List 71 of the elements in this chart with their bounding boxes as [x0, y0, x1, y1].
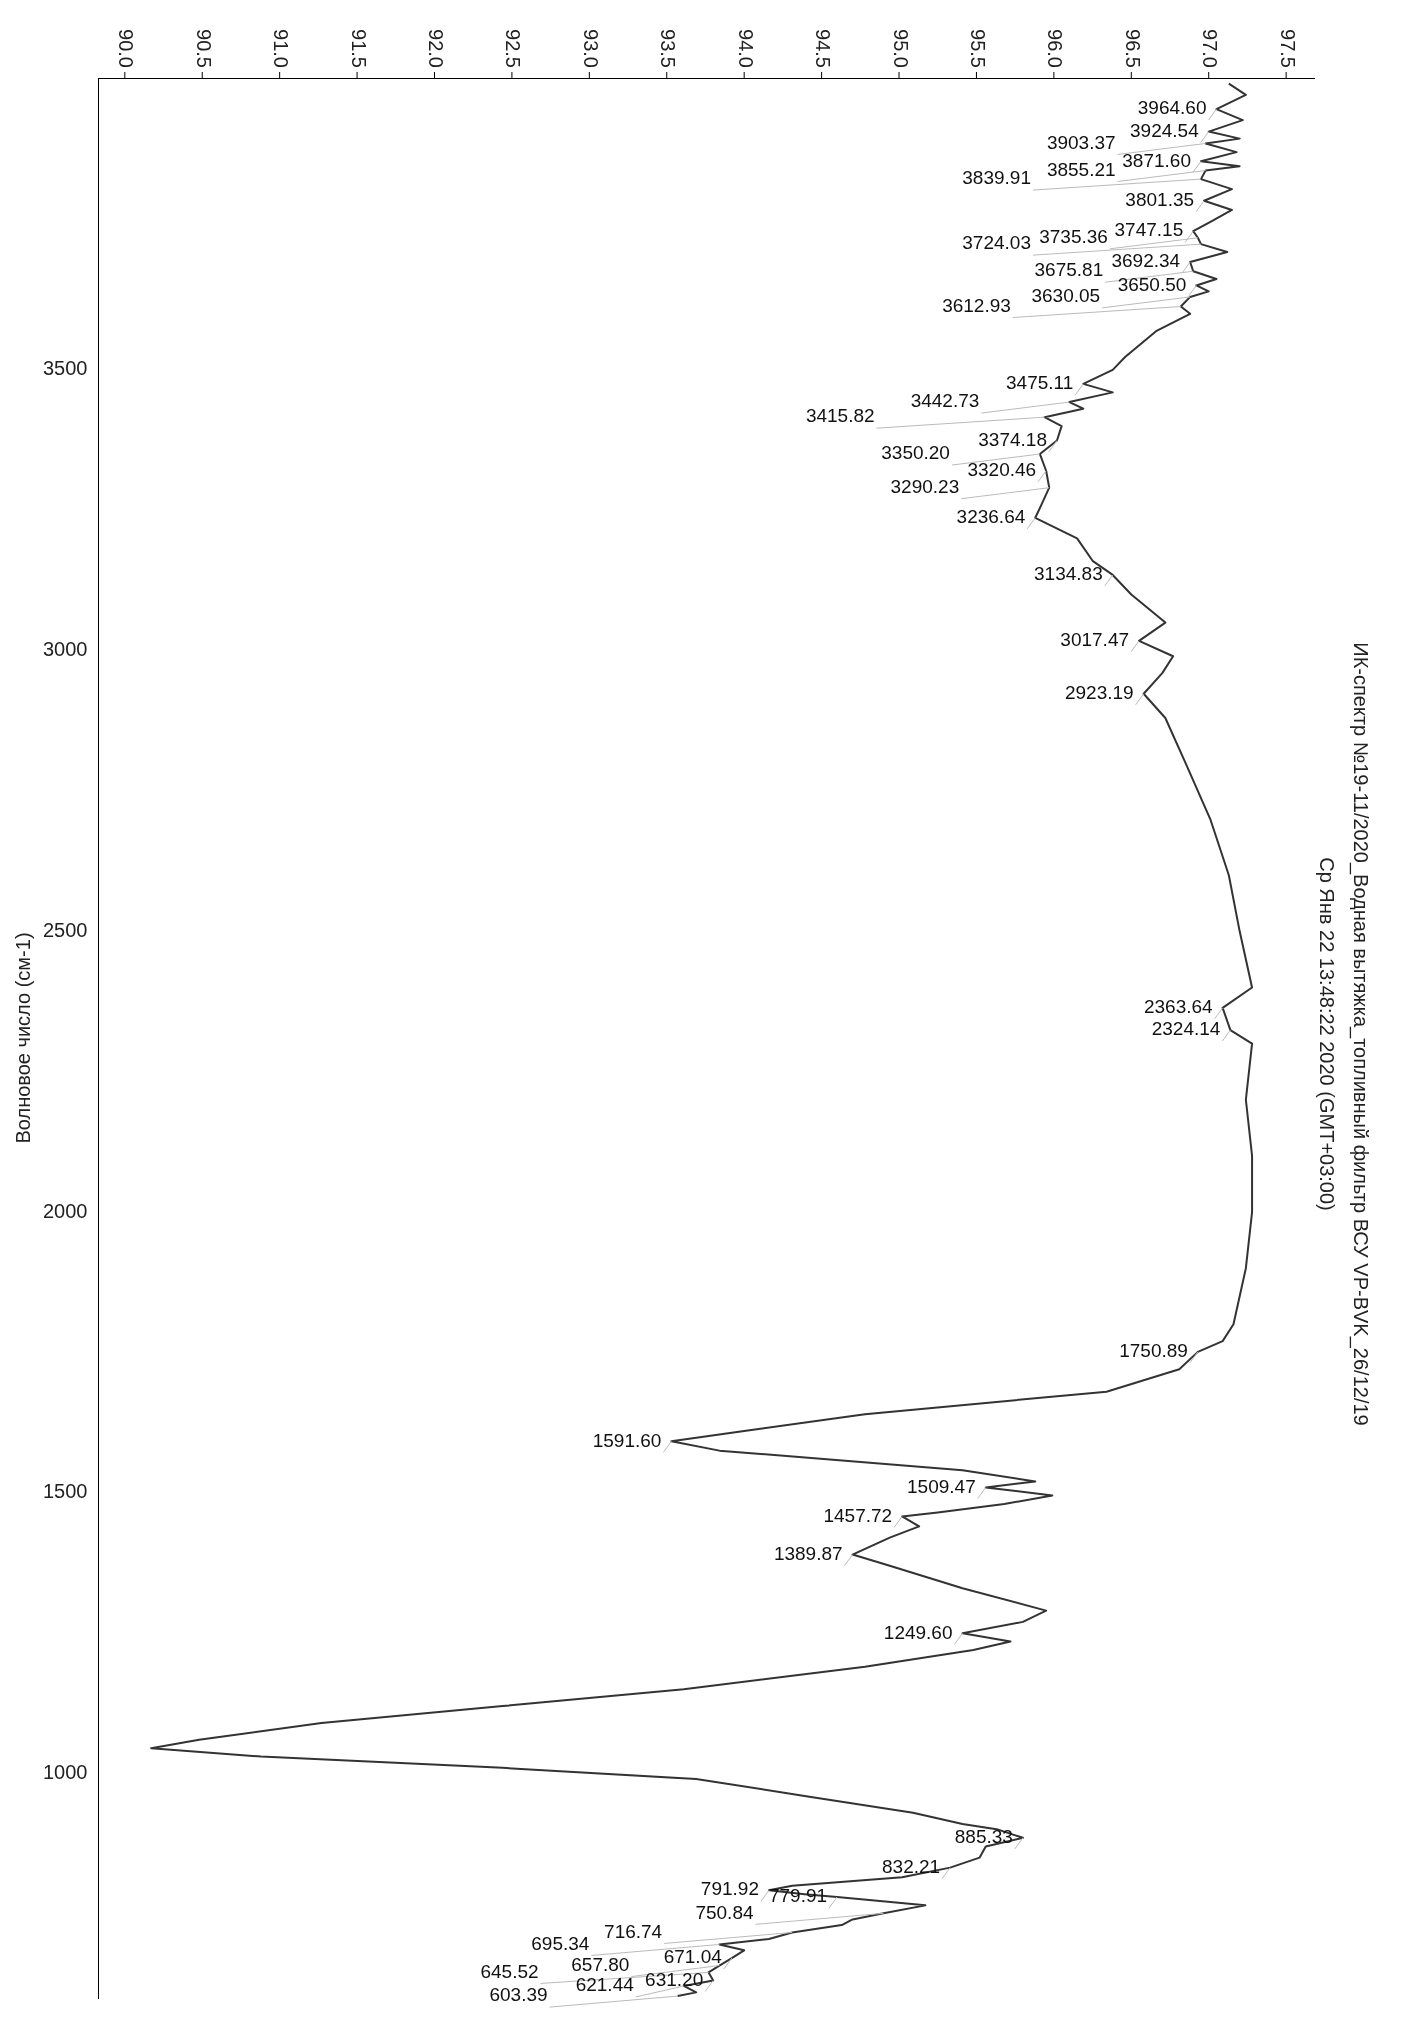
annotation: 716.74	[604, 1920, 663, 1942]
annotation: 3855.21	[1046, 158, 1116, 180]
annotation: 645.52	[480, 1960, 539, 1982]
annotation: 1457.72	[823, 1504, 893, 1526]
annotation: 3735.36	[1039, 226, 1108, 248]
annotation: 3871.60	[1122, 149, 1191, 171]
y-axis-title: Волновое число (см-1)	[11, 932, 34, 1144]
annotation: 671.04	[663, 1946, 723, 1968]
annotation: 1249.60	[883, 1621, 953, 1643]
annotation: 603.39	[489, 1984, 548, 2006]
annotation: 3630.05	[1031, 285, 1101, 307]
annotation: 3801.35	[1125, 188, 1195, 210]
x-tick-label: 90.5	[192, 29, 215, 68]
annotation: 3747.15	[1114, 219, 1184, 241]
y-tick-label: 2500	[42, 918, 88, 941]
annotation: 3374.18	[978, 428, 1047, 450]
annotation: 3612.93	[942, 294, 1011, 316]
x-tick-label: 93.5	[657, 29, 680, 68]
annotation: 3017.47	[1060, 629, 1130, 651]
text: ИК-спектр №19-11/2020_Водная вытяжка_топливный фильтр ВСУ VP-BVK_26/12/19	[1349, 642, 1373, 1426]
annotation: 3415.82	[805, 405, 875, 427]
annotation: 3964.60	[1137, 97, 1207, 119]
y-tick-label: 3000	[42, 638, 88, 661]
annotation: 695.34	[531, 1932, 590, 1954]
annotation: 657.80	[571, 1953, 630, 1975]
annotation: 631.20	[645, 1968, 704, 1990]
x-tick-label: 91.0	[270, 29, 293, 68]
annotation: 2923.19	[1064, 681, 1134, 703]
annotation: 2363.64	[1143, 996, 1214, 1018]
x-tick-label: 94.0	[734, 29, 757, 68]
annotation: 885.33	[954, 1826, 1013, 1848]
x-tick-label: 96.0	[1044, 29, 1067, 68]
annotation: 3350.20	[881, 442, 950, 464]
annotation: 3724.03	[962, 232, 1031, 254]
x-tick-label: 92.0	[424, 29, 447, 68]
y-tick-label: 1500	[42, 1480, 88, 1503]
x-tick-label: 91.5	[347, 29, 370, 68]
y-tick-label: 2000	[42, 1199, 88, 1222]
annotation: 3475.11	[1006, 372, 1074, 394]
annotation: 3650.50	[1117, 273, 1187, 295]
annotation: 3675.81	[1034, 259, 1104, 281]
x-tick-label: 97.0	[1199, 29, 1222, 68]
y-tick-label: 1000	[42, 1760, 88, 1783]
annotation: 832.21	[882, 1855, 941, 1877]
annotation: 3692.34	[1111, 250, 1181, 272]
annotation: 3839.91	[962, 167, 1031, 189]
x-tick-label: 96.5	[1121, 29, 1144, 68]
annotation: 1509.47	[907, 1475, 976, 1497]
annotation: 3290.23	[890, 475, 960, 497]
annotation: 750.84	[695, 1901, 754, 1923]
annotation: 791.92	[700, 1878, 759, 1900]
x-tick-label: 94.5	[812, 29, 835, 68]
annotation: 1750.89	[1119, 1340, 1188, 1362]
annotation: 621.44	[575, 1974, 635, 1996]
x-tick-label: 95.5	[966, 29, 989, 68]
y-tick-label: 3500	[42, 357, 88, 380]
annotation: 1591.60	[592, 1429, 662, 1451]
x-tick-label: 97.5	[1276, 29, 1299, 68]
x-tick-label: 92.5	[502, 29, 525, 68]
annotation: 1389.87	[773, 1542, 843, 1564]
annotation: 3134.83	[1034, 563, 1103, 585]
annotation: 3442.73	[910, 390, 980, 412]
annotation: 3320.46	[967, 458, 1037, 480]
x-tick-label: 90.0	[115, 29, 138, 68]
annotation: 3903.37	[1046, 131, 1116, 153]
text: Ср Янв 22 13:48:22 2020 (GMT+03:00)	[1316, 857, 1339, 1211]
annotation: 3924.54	[1130, 119, 1200, 141]
annotation: 3236.64	[956, 506, 1026, 528]
x-tick-label: 93.0	[579, 29, 602, 68]
x-tick-label: 95.0	[889, 29, 912, 68]
annotation: 2324.14	[1151, 1018, 1221, 1040]
